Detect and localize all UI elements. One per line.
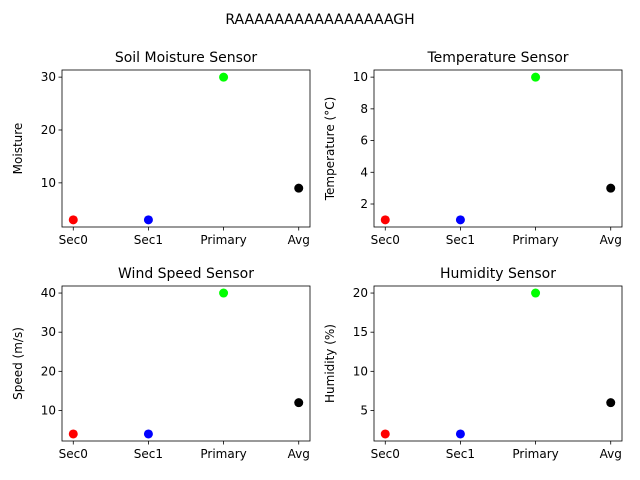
soil-moisture-point-sec0 xyxy=(68,215,78,225)
temperature-point-avg xyxy=(606,183,616,193)
wind-speed-xtick-label: Primary xyxy=(200,447,246,461)
temperature-xtick-label: Primary xyxy=(512,233,558,247)
humidity-title: Humidity Sensor xyxy=(440,266,556,282)
soil-moisture-axes-frame xyxy=(61,69,311,228)
wind-speed-xtick-label: Avg xyxy=(288,447,310,461)
wind-speed-ytick-label: 30 xyxy=(41,325,56,339)
soil-moisture-ytick-label: 10 xyxy=(41,176,56,190)
temperature-xtick-label: Sec0 xyxy=(371,233,400,247)
wind-speed-axes-frame xyxy=(61,285,311,442)
humidity-xtick-label: Sec0 xyxy=(371,447,400,461)
humidity-ytick-label: 5 xyxy=(360,403,368,417)
wind-speed-ytick-label: 40 xyxy=(41,286,56,300)
temperature-ytick-label: 2 xyxy=(360,197,368,211)
wind-speed-point-primary xyxy=(219,288,229,298)
temperature-ytick-label: 10 xyxy=(353,70,368,84)
temperature-title: Temperature Sensor xyxy=(426,50,568,66)
wind-speed-xtick-label: Sec1 xyxy=(134,447,163,461)
soil-moisture-xtick-label: Primary xyxy=(200,233,246,247)
soil-moisture-xtick-label: Sec1 xyxy=(134,233,163,247)
soil-moisture-subplot: Soil Moisture Sensor Moisture 10 20 30 Sec0 Se… xyxy=(11,50,311,247)
humidity-point-primary xyxy=(531,288,541,298)
temperature-subplot: Temperature Sensor Temperature (°C) 2 4 6 8 10… xyxy=(323,50,623,247)
temperature-xtick-label: Avg xyxy=(600,233,622,247)
humidity-xtick-label: Avg xyxy=(600,447,622,461)
humidity-axes-frame xyxy=(373,285,623,442)
wind-speed-point-avg xyxy=(294,398,304,408)
temperature-ytick-label: 4 xyxy=(360,165,368,179)
humidity-ytick-label: 15 xyxy=(353,325,368,339)
humidity-ytick-label: 10 xyxy=(353,364,368,378)
subplot-grid: Soil Moisture Sensor Moisture 10 20 30 Sec0 Se… xyxy=(11,50,623,461)
wind-speed-ylabel: Speed (m/s) xyxy=(11,327,25,400)
wind-speed-point-sec0 xyxy=(68,429,78,439)
wind-speed-ytick-label: 20 xyxy=(41,364,56,378)
soil-moisture-ytick-label: 20 xyxy=(41,123,56,137)
temperature-axes-frame xyxy=(373,69,623,228)
humidity-point-avg xyxy=(606,398,616,408)
wind-speed-title: Wind Speed Sensor xyxy=(118,266,254,282)
humidity-point-sec0 xyxy=(380,429,390,439)
humidity-point-sec1 xyxy=(455,429,465,439)
soil-moisture-xtick-label: Avg xyxy=(288,233,310,247)
temperature-xtick-label: Sec1 xyxy=(446,233,475,247)
temperature-ytick-label: 6 xyxy=(360,134,368,148)
humidity-ylabel: Humidity (%) xyxy=(323,324,337,403)
temperature-point-sec1 xyxy=(455,215,465,225)
soil-moisture-point-sec1 xyxy=(143,215,153,225)
humidity-subplot: Humidity Sensor Humidity (%) 5 10 15 20 Sec0 Se… xyxy=(323,266,623,461)
humidity-xtick-label: Primary xyxy=(512,447,558,461)
wind-speed-subplot: Wind Speed Sensor Speed (m/s) 10 20 30 40 Sec0… xyxy=(11,266,311,461)
wind-speed-point-sec1 xyxy=(143,429,153,439)
wind-speed-xtick-label: Sec0 xyxy=(59,447,88,461)
soil-moisture-point-avg xyxy=(294,183,304,193)
temperature-point-primary xyxy=(531,72,541,82)
soil-moisture-ytick-label: 30 xyxy=(41,70,56,84)
wind-speed-ytick-label: 10 xyxy=(41,403,56,417)
humidity-xtick-label: Sec1 xyxy=(446,447,475,461)
temperature-ytick-label: 8 xyxy=(360,102,368,116)
humidity-ytick-label: 20 xyxy=(353,286,368,300)
temperature-ylabel: Temperature (°C) xyxy=(323,97,337,202)
soil-moisture-ylabel: Moisture xyxy=(11,123,25,175)
figure-suptitle: RAAAAAAAAAAAAAAAAGH xyxy=(225,12,414,28)
soil-moisture-xtick-label: Sec0 xyxy=(59,233,88,247)
soil-moisture-point-primary xyxy=(219,72,229,82)
soil-moisture-title: Soil Moisture Sensor xyxy=(115,50,258,66)
temperature-point-sec0 xyxy=(380,215,390,225)
